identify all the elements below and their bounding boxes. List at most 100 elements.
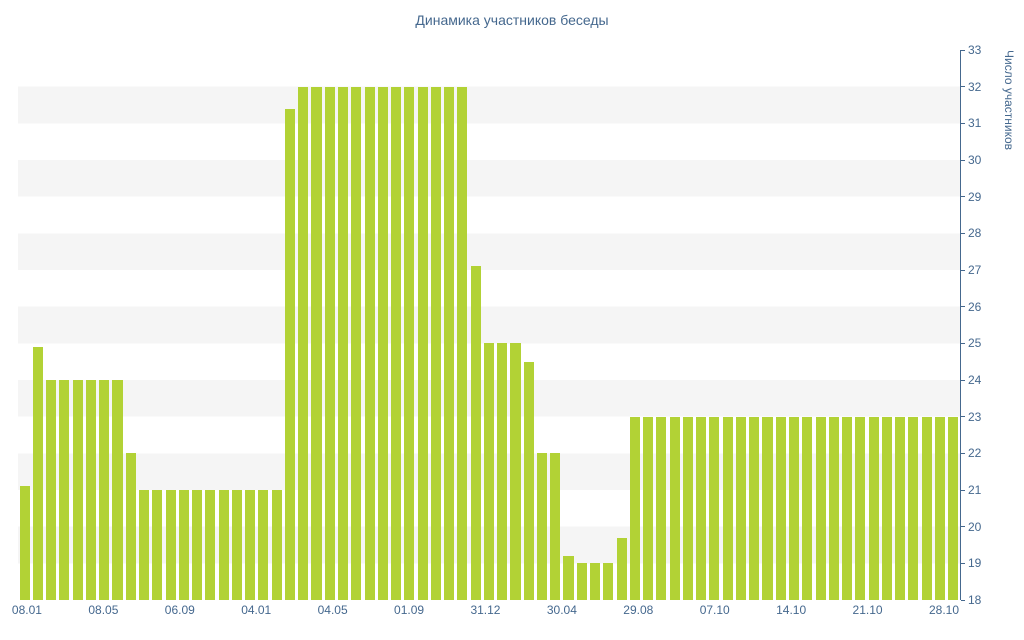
y-tick-label: 18 [968,593,982,607]
bar [125,453,136,600]
bar [231,490,242,600]
y-tick-label: 33 [968,43,982,57]
bar [722,416,733,600]
bar [563,556,574,600]
bar [881,416,892,600]
x-tick-label: 04.05 [317,603,348,617]
bar [749,416,760,600]
bar [643,416,654,600]
bar [656,416,667,600]
bar [112,380,123,600]
bar [616,537,627,600]
bar [789,416,800,600]
bar [842,416,853,600]
y-tick-label: 29 [968,189,982,204]
y-tick-label: 32 [968,79,982,94]
x-tick-label: 08.01 [11,603,42,617]
y-tick-label: 22 [968,446,982,461]
bar [709,416,720,600]
y-tick-mark [961,196,965,198]
x-tick-label: 28.10 [928,603,959,617]
bar [934,416,945,600]
bar [669,416,680,600]
bar [855,416,866,600]
y-tick-mark [961,562,965,564]
bar [417,86,428,600]
bar [72,380,83,600]
y-tick-mark [961,269,965,271]
bar [324,86,335,600]
bar [815,416,826,600]
bar [470,266,481,600]
y-tick-label: 28 [968,226,982,241]
x-axis-labels: 08.01 08.05 06.09 04.01 04.05 01.09 31.12 30.04… [12,603,960,619]
bar [908,416,919,600]
bar [205,490,216,600]
y-tick-label: 30 [968,153,982,167]
y-tick-label: 24 [968,373,982,387]
bars-container [18,50,960,600]
y-tick-label: 31 [968,116,982,131]
y-tick-mark [961,122,965,124]
y-axis-title: Число участников [1002,50,1016,151]
bar [391,86,402,600]
y-tick-mark [961,489,965,491]
bar [245,490,256,600]
y-tick-mark [961,342,965,344]
bar [457,86,468,600]
bar [165,490,176,600]
bar [629,416,640,600]
x-tick-label: 07.10 [699,603,730,617]
bar [497,343,508,600]
y-tick-mark [961,49,965,51]
bar [603,563,614,600]
y-tick-label: 20 [968,519,982,534]
y-tick-label: 27 [968,263,982,277]
bar [85,380,96,600]
bar [298,86,309,600]
bar [510,343,521,600]
bar [868,416,879,600]
bar [444,86,455,600]
bar [59,380,70,600]
x-tick-label: 14.10 [776,603,807,617]
y-tick-mark [961,526,965,528]
bar [337,86,349,600]
bar [523,361,534,600]
bar [895,416,906,600]
x-tick-label: 29.08 [623,603,654,617]
y-tick-mark [961,159,965,161]
bar [271,490,282,600]
y-tick-label: 19 [968,556,982,571]
bar [46,380,57,600]
bar [32,347,43,600]
bar [921,416,932,600]
bar [192,490,203,600]
x-tick-label: 08.05 [88,603,119,617]
bar [138,490,150,600]
y-tick-label: 21 [968,483,982,497]
bar [364,86,375,600]
bar [536,453,548,600]
bar [828,416,839,600]
bar [430,86,441,600]
bar [762,416,773,600]
y-tick-mark [961,306,965,308]
bar [404,86,415,600]
bar [351,86,362,600]
chart-title: Динамика участников беседы [415,12,609,28]
bar [590,563,601,600]
bar [735,416,747,600]
x-tick-label: 31.12 [470,603,501,617]
bar [19,486,30,600]
bar [258,490,269,600]
bar [377,86,388,600]
y-tick-label: 26 [968,299,982,314]
y-tick-label: 23 [968,409,982,424]
y-tick-label: 25 [968,336,982,351]
bar [802,416,813,600]
plot-area [18,50,961,600]
bar [311,86,322,600]
bar [696,416,707,600]
x-tick-label: 04.01 [241,603,272,617]
